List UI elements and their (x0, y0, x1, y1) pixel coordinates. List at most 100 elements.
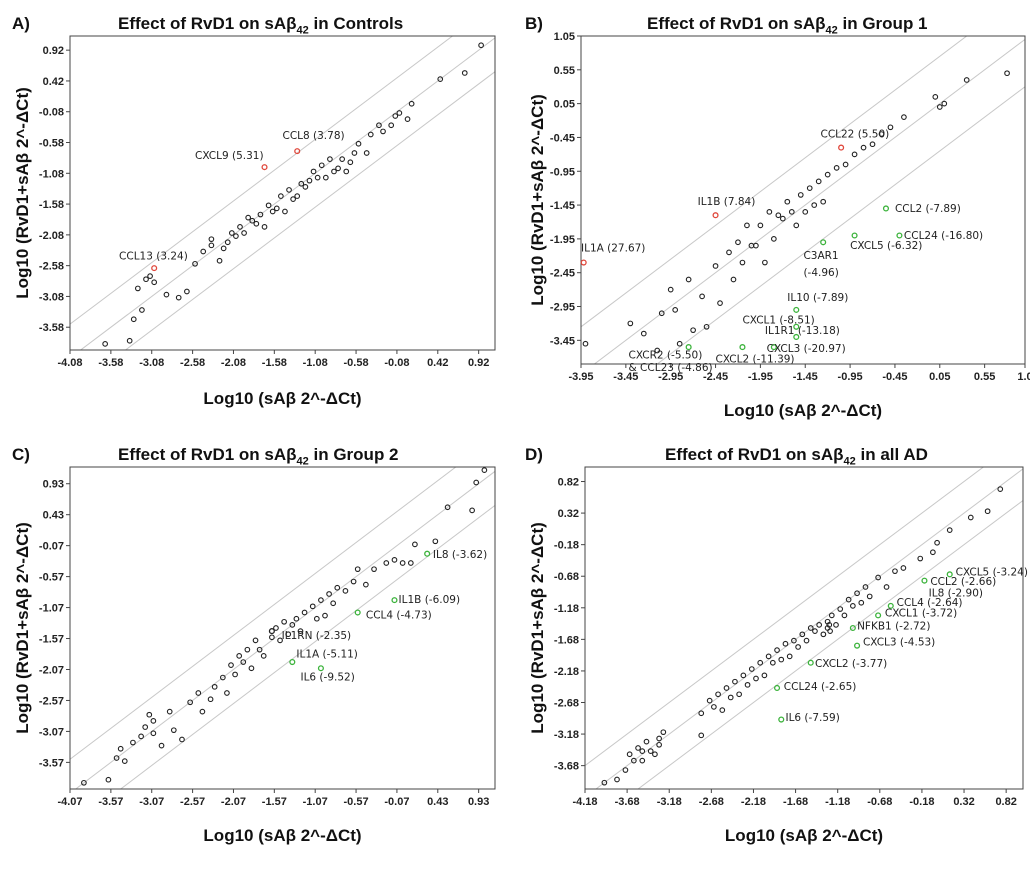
data-point (121, 758, 128, 764)
highlighted-point (854, 642, 861, 649)
data-point (703, 323, 710, 330)
data-point (407, 560, 414, 566)
identity-line (74, 470, 495, 789)
gene-annotation: CXCL9 (5.31) (195, 150, 264, 162)
data-point (113, 755, 120, 761)
y-tick-label: -0.58 (39, 138, 64, 150)
data-point (639, 757, 646, 764)
fold-threshold-line (581, 36, 968, 328)
data-point (723, 685, 730, 691)
y-tick-label: 0.82 (558, 477, 579, 489)
data-point (932, 94, 939, 100)
data-point (806, 185, 813, 192)
data-point (652, 751, 658, 758)
gene-annotation: IL1B (7.84) (698, 196, 756, 208)
data-point (850, 603, 856, 609)
data-point (143, 276, 149, 283)
data-point (219, 674, 226, 681)
highlighted-point (807, 659, 814, 666)
x-tick-label: -2.68 (699, 796, 724, 808)
x-tick-label: 0.92 (468, 357, 489, 369)
highlighted-point (875, 612, 882, 619)
x-tick-label: -4.08 (57, 357, 82, 369)
data-point (461, 70, 468, 76)
data-point (761, 672, 768, 679)
data-point (240, 659, 247, 665)
fold-threshold-line (656, 86, 1025, 364)
data-point (601, 779, 608, 786)
data-point (412, 541, 418, 548)
gene-annotation: CXCL1 (-3.72) (885, 608, 957, 620)
data-point (150, 730, 157, 737)
data-point (236, 653, 243, 659)
data-point (388, 122, 395, 129)
highlighted-point (849, 624, 856, 632)
y-tick-label: -0.18 (554, 540, 579, 552)
x-tick-label: -1.45 (793, 371, 818, 383)
data-point (343, 168, 350, 175)
y-tick-label: -2.18 (554, 666, 579, 678)
y-tick-label: -3.08 (39, 291, 64, 303)
data-point (245, 214, 252, 221)
data-point (765, 653, 772, 660)
data-point (146, 711, 153, 718)
x-tick-label: -0.07 (384, 796, 409, 808)
data-point (322, 612, 328, 619)
data-point (862, 584, 869, 590)
gene-annotation: CXCL3 (-20.97) (767, 343, 846, 355)
gene-annotation: CXCL1 (-8.51) (742, 314, 814, 326)
data-point (984, 508, 991, 515)
data-point (383, 560, 390, 566)
data-point (626, 751, 633, 758)
data-point (753, 242, 759, 249)
highlighted-point (289, 659, 296, 666)
data-point (367, 131, 374, 138)
data-point (289, 622, 296, 628)
data-point (901, 114, 907, 121)
data-point (331, 168, 337, 175)
highlighted-point (882, 205, 890, 212)
y-tick-label: -0.57 (39, 572, 64, 584)
highlighted-point (580, 259, 587, 266)
data-point (997, 486, 1004, 492)
data-point (660, 729, 667, 736)
y-axis-label: Log10 (RvD1+sAβ 2^-ΔCt) (13, 87, 32, 299)
panel-label: A) (12, 14, 30, 33)
y-tick-label: 0.32 (558, 508, 579, 520)
data-point (273, 205, 280, 212)
data-point (175, 294, 182, 301)
data-point (326, 591, 332, 597)
data-point (478, 42, 484, 49)
chart-title: Effect of RvD1 on sAβ42 in all AD (665, 445, 928, 468)
x-tick-label: 0.32 (953, 796, 974, 808)
data-point (730, 276, 737, 283)
data-point (252, 637, 259, 644)
data-point (207, 696, 214, 703)
data-point (614, 776, 620, 783)
data-point (294, 193, 301, 199)
data-point (782, 640, 789, 647)
gene-annotation: CXCR2 (-5.50) (629, 350, 703, 362)
data-point (799, 631, 806, 638)
data-point (199, 708, 206, 715)
gene-annotation: IL1A (27.67) (581, 243, 645, 255)
data-point (130, 739, 136, 746)
data-point (685, 276, 692, 283)
data-point (770, 236, 777, 242)
data-point (762, 259, 768, 266)
data-point (774, 647, 780, 653)
data-point (934, 539, 940, 546)
gene-annotation: IL6 (-7.59) (785, 712, 839, 724)
data-point (253, 220, 260, 227)
x-tick-label: -2.08 (221, 357, 246, 369)
gene-annotation: CCL4 (-2.64) (897, 597, 963, 609)
reference-lines (581, 36, 1025, 364)
fold-threshold-line (70, 467, 457, 760)
data-point (963, 77, 970, 83)
data-point (820, 198, 827, 205)
scatter-chart-d: 0.82 0.32 -0.18 -0.68 -1.18 -1.68 -2.18 -2.68 -3… (528, 466, 1028, 845)
gene-annotation: CCL13 (3.24) (119, 250, 188, 262)
chart-title: Effect of RvD1 on sAβ42 in Group 2 (118, 445, 399, 468)
x-tick-label: 0.82 (995, 796, 1016, 808)
y-tick-label: -3.58 (39, 322, 64, 334)
